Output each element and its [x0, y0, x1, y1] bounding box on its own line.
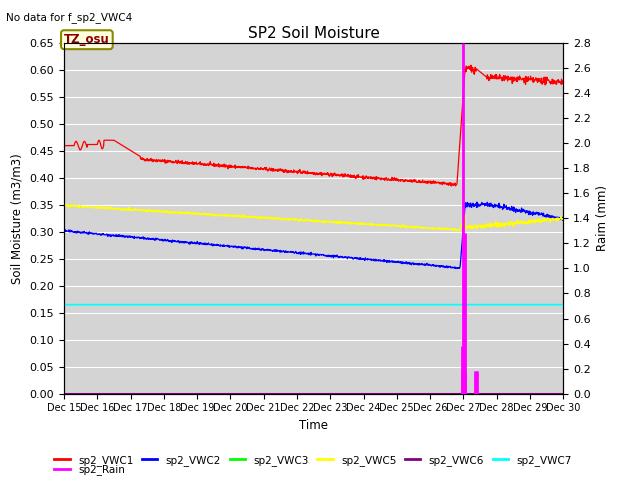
Legend: sp2_Rain: sp2_Rain	[50, 460, 129, 480]
Text: No data for f_sp2_VWC4: No data for f_sp2_VWC4	[6, 12, 132, 23]
X-axis label: Time: Time	[299, 419, 328, 432]
Y-axis label: Raim (mm): Raim (mm)	[596, 185, 609, 252]
Y-axis label: Soil Moisture (m3/m3): Soil Moisture (m3/m3)	[11, 153, 24, 284]
Legend: sp2_VWC1, sp2_VWC2, sp2_VWC3, sp2_VWC5, sp2_VWC6, sp2_VWC7: sp2_VWC1, sp2_VWC2, sp2_VWC3, sp2_VWC5, …	[50, 451, 576, 470]
Title: SP2 Soil Moisture: SP2 Soil Moisture	[248, 25, 380, 41]
Text: TZ_osu: TZ_osu	[64, 33, 109, 46]
